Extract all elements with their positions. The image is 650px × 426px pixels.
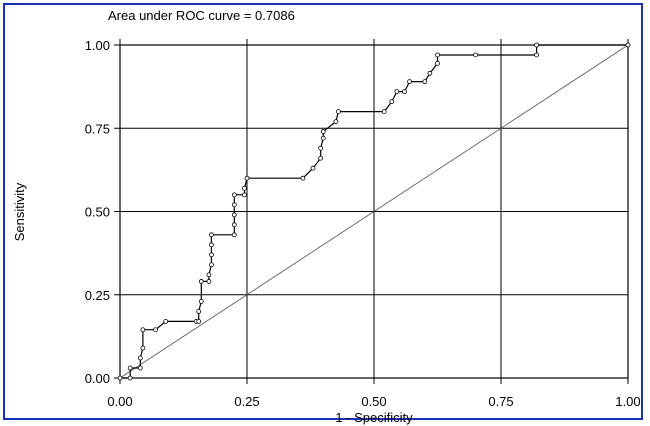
y-tick-label: 0.00	[85, 371, 110, 386]
roc-point	[196, 308, 202, 314]
roc-point	[435, 52, 440, 58]
y-axis-label: Sensitivity	[12, 182, 27, 241]
roc-point	[127, 375, 133, 381]
reference-diagonal	[119, 44, 629, 379]
roc-point	[473, 52, 479, 58]
y-tick-label: 0.50	[85, 205, 110, 220]
roc-point	[209, 232, 214, 238]
roc-point	[242, 192, 247, 198]
roc-point	[206, 272, 212, 278]
roc-point	[389, 99, 395, 105]
roc-point	[427, 70, 433, 76]
roc-point	[163, 318, 169, 324]
roc-point	[381, 109, 387, 114]
y-tick-label: 0.25	[85, 288, 110, 303]
roc-point	[117, 375, 123, 381]
roc-point	[127, 365, 133, 371]
roc-point	[407, 79, 412, 85]
roc-point	[320, 135, 326, 141]
roc-point	[137, 355, 143, 361]
roc-point	[625, 42, 631, 48]
y-tick-label: 0.75	[85, 121, 110, 136]
roc-point	[244, 175, 250, 181]
roc-point	[140, 345, 146, 351]
x-tick-label: 0.25	[234, 394, 259, 409]
roc-point	[422, 79, 428, 85]
reference-diagonal-layer	[119, 44, 629, 379]
y-tick-label: 1.00	[85, 38, 110, 53]
roc-point	[231, 222, 237, 228]
roc-point	[534, 52, 539, 58]
roc-point	[209, 242, 214, 248]
roc-point	[310, 165, 316, 171]
x-tick-label: 1.00	[615, 394, 640, 409]
roc-point	[137, 365, 143, 371]
x-tick-label: 0.75	[488, 394, 513, 409]
roc-point-markers	[117, 42, 631, 381]
roc-point	[198, 279, 204, 284]
roc-point	[231, 202, 237, 208]
roc-point	[231, 212, 237, 218]
roc-point	[318, 145, 324, 151]
roc-point	[435, 60, 440, 66]
roc-point	[198, 299, 204, 304]
roc-point	[333, 119, 339, 124]
x-axis-label: 1 - Specificity	[335, 410, 413, 425]
roc-point	[320, 129, 326, 134]
roc-point	[394, 89, 400, 95]
roc-point	[534, 42, 539, 48]
roc-point	[206, 279, 212, 284]
roc-point	[402, 89, 407, 95]
roc-point	[336, 109, 341, 114]
roc-point	[231, 232, 237, 238]
roc-point	[300, 175, 306, 181]
x-tick-label: 0.50	[361, 394, 386, 409]
roc-point	[318, 155, 324, 161]
roc-point	[231, 192, 237, 198]
x-tick-label: 0.00	[107, 394, 132, 409]
roc-point	[196, 318, 202, 324]
roc-point	[242, 185, 247, 191]
roc-point	[153, 327, 158, 333]
roc-point	[140, 327, 146, 333]
roc-point	[209, 262, 214, 268]
chart-title: Area under ROC curve = 0.7086	[108, 8, 295, 23]
roc-point	[209, 252, 214, 258]
axis-ticks: 0.00 0.25 0.50 0.75 1.00 0.00 0.25 0.50 0.75 1.00	[85, 38, 641, 409]
